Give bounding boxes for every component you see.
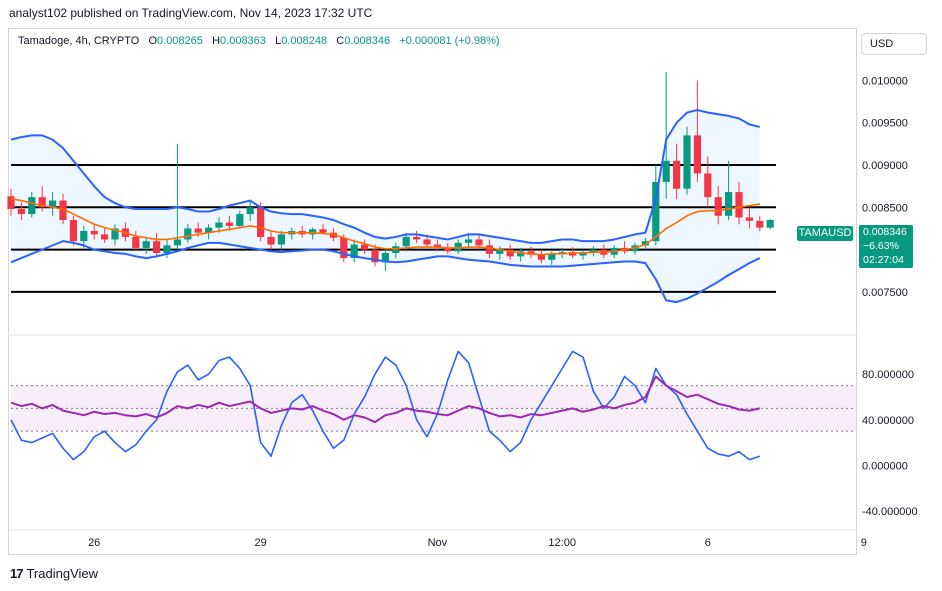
last-change: −6.63% bbox=[863, 240, 899, 252]
low-label: L bbox=[275, 35, 282, 47]
change-value: +0.000081 (+0.98%) bbox=[399, 35, 500, 47]
close-value: 0.008346 bbox=[344, 35, 391, 47]
osc-tick-0: 80.000000 bbox=[862, 369, 914, 381]
symbol-badge: TAMAUSD bbox=[797, 226, 853, 241]
tradingview-brand: TradingView bbox=[26, 566, 99, 581]
time-tick-5: 9 bbox=[861, 537, 867, 549]
bar-countdown: 02:27:04 bbox=[863, 254, 904, 266]
symbol-legend: Tamadoge, 4h, CRYPTO O0.008265 H0.008363… bbox=[18, 35, 500, 47]
price-tick-0: 0.010000 bbox=[862, 75, 908, 87]
last-price: 0.008346 bbox=[863, 226, 907, 238]
chart-frame bbox=[8, 28, 857, 555]
symbol-title: Tamadoge, 4h, CRYPTO bbox=[18, 35, 140, 47]
last-price-tag: 0.008346 −6.63% 02:27:04 bbox=[859, 225, 913, 268]
price-tick-3: 0.008500 bbox=[862, 202, 908, 214]
osc-tick-2: 0.000000 bbox=[862, 460, 908, 472]
currency-button[interactable]: USD bbox=[861, 33, 927, 55]
open-label: O bbox=[148, 35, 158, 47]
high-value: 0.008363 bbox=[220, 35, 266, 47]
price-tick-2: 0.009000 bbox=[862, 160, 908, 172]
low-value: 0.008248 bbox=[281, 35, 328, 47]
tradingview-logo-icon: 17 bbox=[10, 566, 24, 581]
osc-tick-1: 40.000000 bbox=[862, 415, 914, 427]
close-label: C bbox=[336, 35, 345, 47]
high-label: H bbox=[212, 35, 221, 47]
publisher-caption: analyst102 published on TradingView.com,… bbox=[9, 6, 373, 20]
open-value: 0.008265 bbox=[157, 35, 203, 47]
price-tick-1: 0.009500 bbox=[862, 118, 908, 130]
tradingview-footer[interactable]: 17 TradingView bbox=[10, 566, 98, 581]
osc-tick-3: -40.000000 bbox=[862, 506, 918, 518]
price-tick-4: 0.007500 bbox=[862, 287, 908, 299]
